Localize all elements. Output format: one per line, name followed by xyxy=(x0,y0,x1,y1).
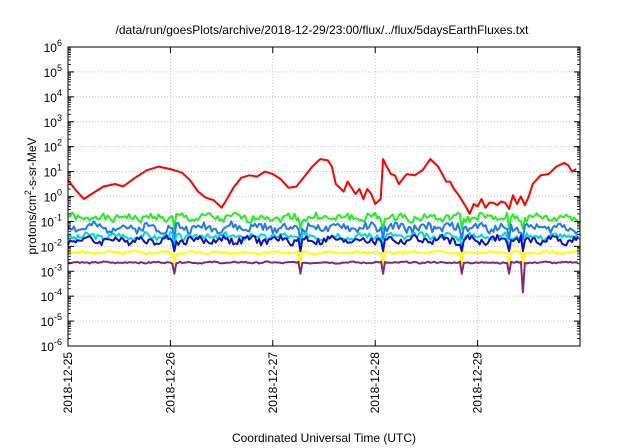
series-line-6 xyxy=(67,249,579,265)
series-group xyxy=(67,158,579,294)
grid-lines xyxy=(67,46,580,347)
series-line-5 xyxy=(67,233,579,253)
y-tick-label: 105 xyxy=(44,63,62,80)
x-axis: 2018-12-25 2018-12-26 2018-12-27 2018-12-28… xyxy=(61,47,485,413)
x-tick-label: 2018-12-25 xyxy=(61,352,75,414)
y-tick-label: 104 xyxy=(44,88,62,105)
y-axis-title-rest: -s-sr-MeV xyxy=(25,137,39,190)
y-tick-label: 10-4 xyxy=(41,287,62,304)
chart-title: /data/run/goesPlots/archive/2018-12-29/2… xyxy=(116,23,530,37)
series-line-1 xyxy=(67,158,577,215)
series-line-2 xyxy=(67,211,579,230)
y-tick-label: 103 xyxy=(44,113,62,130)
y-axis-title-sup: 2 xyxy=(23,190,33,195)
y-tick-label: 100 xyxy=(44,188,62,205)
series-line-7 xyxy=(67,260,579,294)
y-tick-label: 10-3 xyxy=(41,262,62,279)
y-tick-label: 101 xyxy=(44,163,62,180)
x-tick-label: 2018-12-29 xyxy=(471,352,485,414)
series-line-3 xyxy=(67,220,579,240)
x-tick-label: 2018-12-27 xyxy=(266,352,280,414)
y-axis-title-base: protons/cm xyxy=(25,195,39,254)
x-tick-label: 2018-12-28 xyxy=(368,352,382,414)
y-tick-label: 106 xyxy=(44,38,62,55)
y-axis: 10-6 10-5 10-4 10-3 10-2 10-1 100 101 102 103 104 1… xyxy=(41,38,580,354)
y-tick-label: 10-2 xyxy=(41,237,62,254)
x-axis-title: Coordinated Universal Time (UTC) xyxy=(232,431,416,445)
y-tick-label: 10-6 xyxy=(41,337,62,354)
y-tick-label: 102 xyxy=(44,138,62,155)
y-tick-label: 10-1 xyxy=(41,212,62,229)
y-tick-label: 10-5 xyxy=(41,312,62,329)
y-axis-title: protons/cm2-s-sr-MeV xyxy=(23,137,39,254)
x-tick-label: 2018-12-26 xyxy=(163,352,177,414)
